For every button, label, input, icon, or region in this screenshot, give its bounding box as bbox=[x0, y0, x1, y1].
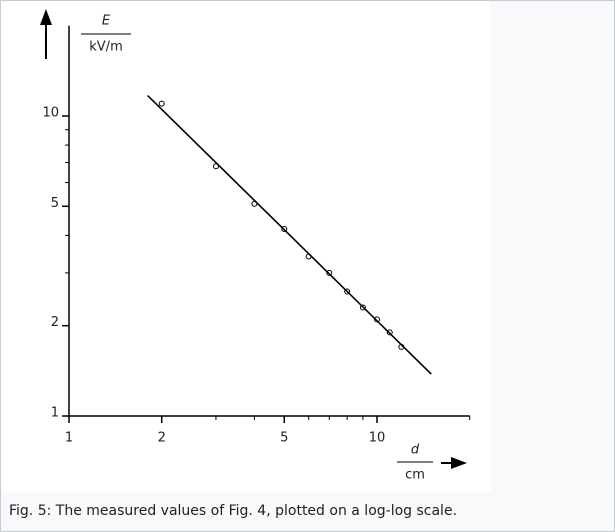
x-tick-label: 5 bbox=[280, 431, 288, 446]
y-tick-label: 5 bbox=[51, 196, 59, 211]
x-label-symbol: d bbox=[411, 443, 420, 458]
y-tick-label: 1 bbox=[51, 406, 59, 421]
data-point bbox=[158, 100, 165, 107]
plot-background bbox=[1, 1, 491, 491]
x-label-unit: cm bbox=[405, 468, 425, 483]
fit-line bbox=[147, 94, 432, 375]
y-label-symbol: E bbox=[102, 14, 111, 29]
y-tick-label: 2 bbox=[51, 315, 59, 330]
x-arrowhead bbox=[451, 457, 467, 469]
x-tick-label: 10 bbox=[369, 431, 386, 446]
caption: Fig. 5: The measured values of Fig. 4, p… bbox=[9, 503, 458, 519]
x-tick-label: 1 bbox=[65, 431, 73, 446]
y-tick-label: 10 bbox=[42, 106, 59, 121]
y-label-unit: kV/m bbox=[89, 40, 122, 55]
chart: E kV/m d cm 1 2 5 10 1 2 5 10 bbox=[1, 1, 491, 491]
y-arrowhead bbox=[40, 9, 52, 25]
x-tick-label: 2 bbox=[158, 431, 166, 446]
